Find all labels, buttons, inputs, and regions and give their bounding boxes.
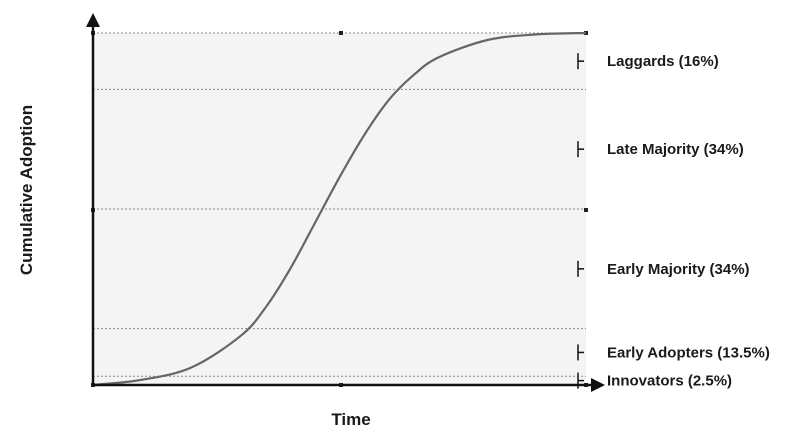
plot-background: [93, 33, 586, 385]
segment-label: Innovators (2.5%): [607, 373, 732, 390]
y-axis-arrow: [86, 13, 100, 27]
selection-handle: [339, 31, 343, 35]
x-axis-title: Time: [331, 410, 370, 429]
selection-handle: [584, 208, 588, 212]
plot-area: [86, 13, 605, 392]
selection-handle: [584, 31, 588, 35]
segment-label: Early Majority (34%): [607, 261, 750, 278]
segment-label: Early Adopters (13.5%): [607, 344, 770, 361]
adoption-curve: [92, 31, 587, 387]
y-axis-title: Cumulative Adoption: [17, 105, 36, 275]
segment-labels: Innovators (2.5%) Early Adopters (13.5%) E…: [577, 53, 770, 390]
x-axis-arrow: [591, 378, 605, 392]
segment-label: Laggards (16%): [607, 53, 719, 70]
segment-label: Late Majority (34%): [607, 141, 744, 158]
